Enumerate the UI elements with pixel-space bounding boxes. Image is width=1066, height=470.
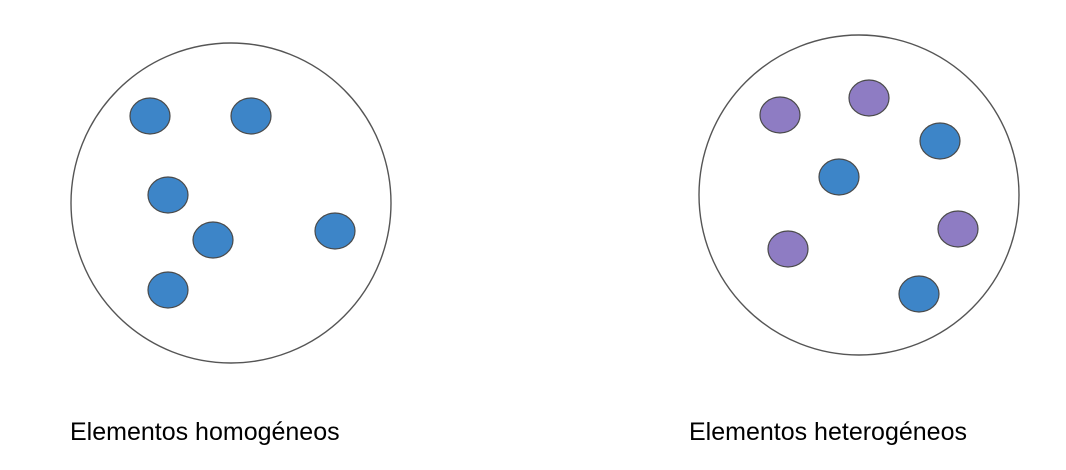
heterogeneous-element-1 bbox=[759, 96, 801, 134]
heterogeneous-element-7 bbox=[898, 275, 940, 313]
heterogeneous-element-4 bbox=[818, 158, 860, 196]
homogeneous-element-1 bbox=[129, 97, 171, 135]
homogeneous-panel: Elementos homogéneos bbox=[70, 42, 392, 446]
heterogeneous-element-5 bbox=[937, 210, 979, 248]
heterogeneous-element-6 bbox=[767, 230, 809, 268]
heterogeneous-element-3 bbox=[919, 122, 961, 160]
heterogeneous-element-2 bbox=[848, 79, 890, 117]
homogeneous-element-4 bbox=[192, 221, 234, 259]
heterogeneous-caption: Elementos heterogéneos bbox=[689, 418, 967, 446]
homogeneous-container-circle bbox=[70, 42, 392, 364]
heterogeneous-panel: Elementos heterogéneos bbox=[689, 34, 1020, 446]
homogeneous-element-3 bbox=[147, 176, 189, 214]
homogeneous-element-5 bbox=[314, 212, 356, 250]
homogeneous-caption: Elementos homogéneos bbox=[70, 418, 340, 446]
homogeneous-element-2 bbox=[230, 97, 272, 135]
homogeneous-element-6 bbox=[147, 271, 189, 309]
